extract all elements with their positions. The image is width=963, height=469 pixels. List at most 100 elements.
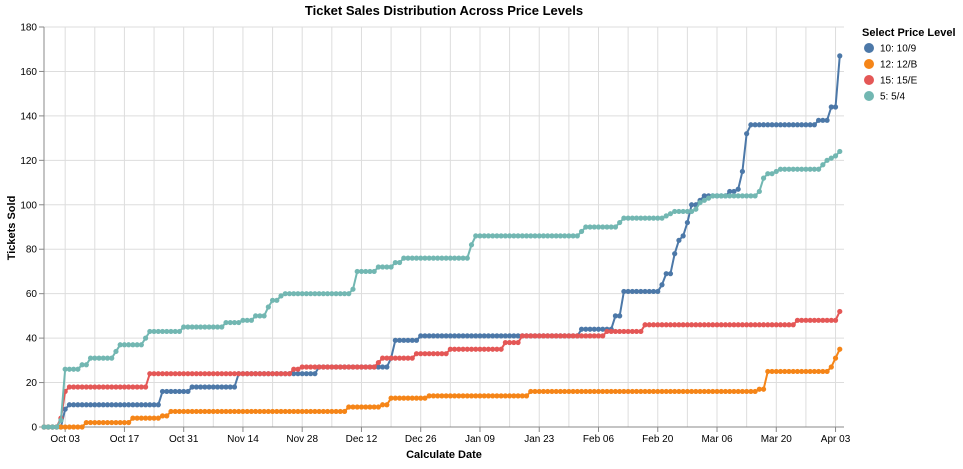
data-point <box>261 408 267 415</box>
data-point <box>642 215 648 221</box>
data-point <box>117 402 123 408</box>
data-point <box>312 364 318 370</box>
data-point <box>553 388 559 395</box>
data-point <box>206 371 212 377</box>
data-point <box>464 333 470 339</box>
legend-item[interactable]: 12: 12/B <box>864 59 918 71</box>
data-point <box>629 215 635 221</box>
data-point <box>447 346 453 352</box>
data-point <box>384 355 390 361</box>
data-point <box>727 322 733 328</box>
data-point <box>62 366 68 372</box>
data-point <box>578 333 585 339</box>
data-point <box>303 291 310 297</box>
data-point <box>697 388 703 395</box>
legend-item[interactable]: 15: 15/E <box>864 75 918 87</box>
x-tick-label: Apr 03 <box>821 434 851 445</box>
data-point <box>231 371 238 377</box>
y-tick-label: 100 <box>20 200 37 211</box>
data-point <box>684 219 690 226</box>
data-point <box>760 175 767 181</box>
data-point <box>604 388 610 395</box>
data-point <box>418 351 424 357</box>
data-point <box>574 388 580 395</box>
data-point <box>731 322 737 328</box>
data-point <box>155 402 161 408</box>
legend-item[interactable]: 5: 5/4 <box>864 91 905 103</box>
data-point <box>396 337 403 343</box>
data-point <box>210 384 216 390</box>
data-point <box>316 291 322 297</box>
data-point <box>418 255 424 261</box>
data-point <box>159 371 166 377</box>
data-point <box>756 188 762 195</box>
data-point <box>523 333 530 339</box>
data-point <box>189 371 195 377</box>
data-point <box>325 408 331 415</box>
data-point <box>540 388 547 395</box>
data-point <box>519 233 525 239</box>
data-point <box>198 408 204 415</box>
data-point <box>380 402 386 408</box>
data-point <box>786 166 792 172</box>
data-point <box>820 368 826 375</box>
data-point <box>75 402 81 408</box>
data-point <box>244 408 250 415</box>
data-point <box>439 333 445 339</box>
data-point <box>773 322 779 328</box>
data-point <box>811 122 817 128</box>
data-point <box>545 333 551 339</box>
data-point <box>566 233 572 239</box>
data-point <box>638 288 644 295</box>
data-point <box>295 291 301 297</box>
data-point <box>371 364 377 370</box>
data-point <box>354 268 360 275</box>
data-point <box>447 255 453 261</box>
data-point <box>181 408 187 415</box>
data-point <box>117 384 123 390</box>
data-point <box>612 313 619 319</box>
data-point <box>151 415 157 421</box>
data-point <box>312 408 318 415</box>
data-point <box>83 402 89 408</box>
data-point <box>151 402 157 408</box>
data-point <box>159 388 166 395</box>
data-point <box>363 404 369 410</box>
data-point <box>121 402 128 408</box>
data-point <box>684 388 690 395</box>
data-point <box>155 371 161 377</box>
data-point <box>168 371 174 377</box>
data-point <box>350 404 356 410</box>
data-point <box>473 346 479 352</box>
data-point <box>413 255 420 261</box>
y-tick-label: 160 <box>20 67 37 78</box>
data-point <box>87 402 94 408</box>
data-point <box>58 417 64 423</box>
data-point <box>422 333 428 339</box>
data-point <box>587 224 593 230</box>
x-tick-label: Mar 20 <box>761 434 793 445</box>
data-point <box>735 388 741 395</box>
data-point <box>528 388 534 395</box>
legend-swatch <box>864 91 874 101</box>
data-point <box>303 364 310 370</box>
data-point <box>244 371 250 377</box>
data-point <box>832 317 839 323</box>
data-point <box>409 355 415 361</box>
legend-title: Select Price Level <box>862 27 956 39</box>
data-point <box>274 297 280 303</box>
data-point <box>185 388 191 395</box>
data-point <box>308 364 314 370</box>
data-point <box>210 408 216 415</box>
data-point <box>515 233 521 239</box>
data-point <box>320 408 326 415</box>
data-point <box>451 393 458 399</box>
data-point <box>562 333 568 339</box>
data-point <box>435 351 441 357</box>
data-point <box>663 322 669 328</box>
data-point <box>164 413 170 419</box>
data-point <box>786 368 792 375</box>
legend[interactable]: Select Price Level 10: 10/9 12: 12/B 15: 1… <box>862 27 956 103</box>
legend-item[interactable]: 10: 10/9 <box>864 43 917 55</box>
data-point <box>422 255 428 261</box>
